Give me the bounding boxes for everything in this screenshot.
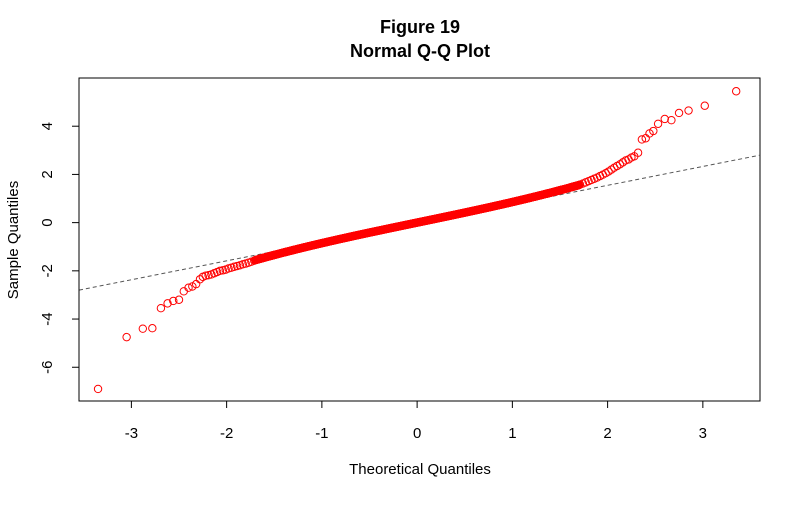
data-point: [649, 126, 658, 136]
x-tick-label: -2: [220, 425, 233, 442]
x-tick-label: 2: [603, 425, 611, 442]
data-point: [674, 108, 684, 118]
reference-line: [78, 154, 761, 291]
data-point: [179, 287, 188, 296]
x-tick-label: 1: [508, 425, 516, 442]
y-tick-label: 0: [39, 218, 56, 226]
data-point: [731, 87, 741, 96]
chart-title: Figure 19: [380, 17, 460, 37]
data-point: [163, 299, 172, 308]
y-axis-title: Sample Quantiles: [5, 181, 22, 299]
data-point: [667, 115, 676, 125]
y-tick-label: 2: [39, 170, 56, 178]
data-point: [684, 106, 693, 115]
chart-subtitle: Normal Q-Q Plot: [350, 41, 490, 61]
x-tick-label: 3: [699, 425, 707, 442]
data-point: [660, 114, 669, 124]
y-tick-label: -4: [39, 312, 56, 325]
data-point: [637, 135, 647, 144]
plot-frame: [78, 77, 761, 402]
y-tick-label: -2: [39, 264, 56, 277]
x-axis-title: Theoretical Quantiles: [349, 461, 491, 478]
data-point: [138, 324, 148, 333]
data-point: [700, 101, 709, 110]
x-tick-label: -3: [125, 425, 138, 442]
y-tick-label: 4: [39, 122, 56, 130]
data-point: [122, 332, 131, 342]
data-point: [93, 384, 103, 394]
data-point: [215, 266, 225, 276]
x-tick-label: -1: [315, 425, 328, 442]
data-point: [148, 324, 157, 333]
x-axis: -3 -2 -1 0 1 2 3: [125, 400, 707, 442]
x-tick-label: 0: [413, 425, 421, 442]
data-point: [653, 119, 663, 128]
data-point: [201, 271, 210, 280]
data-point: [184, 283, 193, 292]
y-axis: -6 -4 -2 0 2 4: [39, 122, 80, 374]
data-point: [156, 303, 166, 313]
y-tick-label: -6: [39, 361, 56, 374]
points-layer: [93, 87, 741, 394]
reference-line-layer: [78, 154, 761, 291]
data-point: [174, 295, 184, 304]
data-point: [169, 296, 178, 306]
data-point: [633, 148, 643, 157]
